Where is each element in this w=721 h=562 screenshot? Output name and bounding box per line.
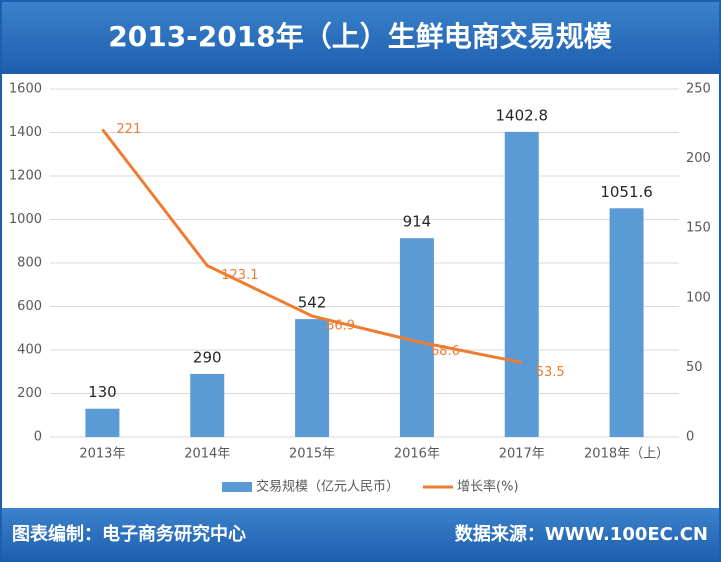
y-tick-label: 200 <box>17 386 42 401</box>
legend-label: 增长率(%) <box>457 479 519 495</box>
x-tick-label: 2018年（上） <box>584 447 669 462</box>
y-tick-label: 600 <box>17 299 42 314</box>
y-tick-label: 1200 <box>9 169 42 184</box>
bar <box>190 373 225 437</box>
header <box>0 0 721 74</box>
footer-right: 数据来源：WWW.100EC.CN <box>455 523 708 545</box>
value-label: 914 <box>403 213 432 231</box>
x-tick-label: 2015年 <box>289 447 335 462</box>
line <box>101 128 523 364</box>
chart-title: 2013-2018年（上）生鲜电商交易规模 <box>108 20 612 53</box>
x-tick-label: 2016年 <box>394 447 440 462</box>
y2-tick-label: 200 <box>686 151 711 166</box>
legend-label: 交易规模（亿元人民币） <box>256 479 399 495</box>
x-tick-label: 2013年 <box>79 447 125 462</box>
bar <box>504 131 539 438</box>
y-tick-label: 1400 <box>9 125 42 140</box>
value-label: 1402.8 <box>496 106 549 124</box>
value-label: 1051.6 <box>600 183 653 201</box>
y2-tick-label: 0 <box>686 430 694 445</box>
legend-swatch <box>222 482 252 492</box>
y-tick-label: 800 <box>17 256 42 271</box>
bar <box>85 408 120 437</box>
footer-left: 图表编制：电子商务研究中心 <box>12 523 246 545</box>
value-label: 130 <box>88 383 117 401</box>
y2-tick-label: 250 <box>686 82 711 97</box>
bar <box>609 208 644 437</box>
y-tick-label: 400 <box>17 343 42 358</box>
y-tick-label: 0 <box>34 430 42 445</box>
y-tick-label: 1600 <box>9 82 42 97</box>
y2-tick-label: 100 <box>686 290 711 305</box>
y2-tick-label: 150 <box>686 221 711 236</box>
value-label: 542 <box>298 294 327 312</box>
line-value-label: 123.1 <box>221 268 258 283</box>
footer <box>0 508 721 562</box>
y2-tick-label: 50 <box>686 360 703 375</box>
value-label: 290 <box>193 348 222 366</box>
bar <box>295 319 330 437</box>
line-value-label: 53.5 <box>536 365 565 380</box>
x-tick-label: 2017年 <box>499 447 545 462</box>
line-value-label: 221 <box>116 122 141 137</box>
y-tick-label: 1000 <box>9 212 42 227</box>
x-tick-label: 2014年 <box>184 447 230 462</box>
